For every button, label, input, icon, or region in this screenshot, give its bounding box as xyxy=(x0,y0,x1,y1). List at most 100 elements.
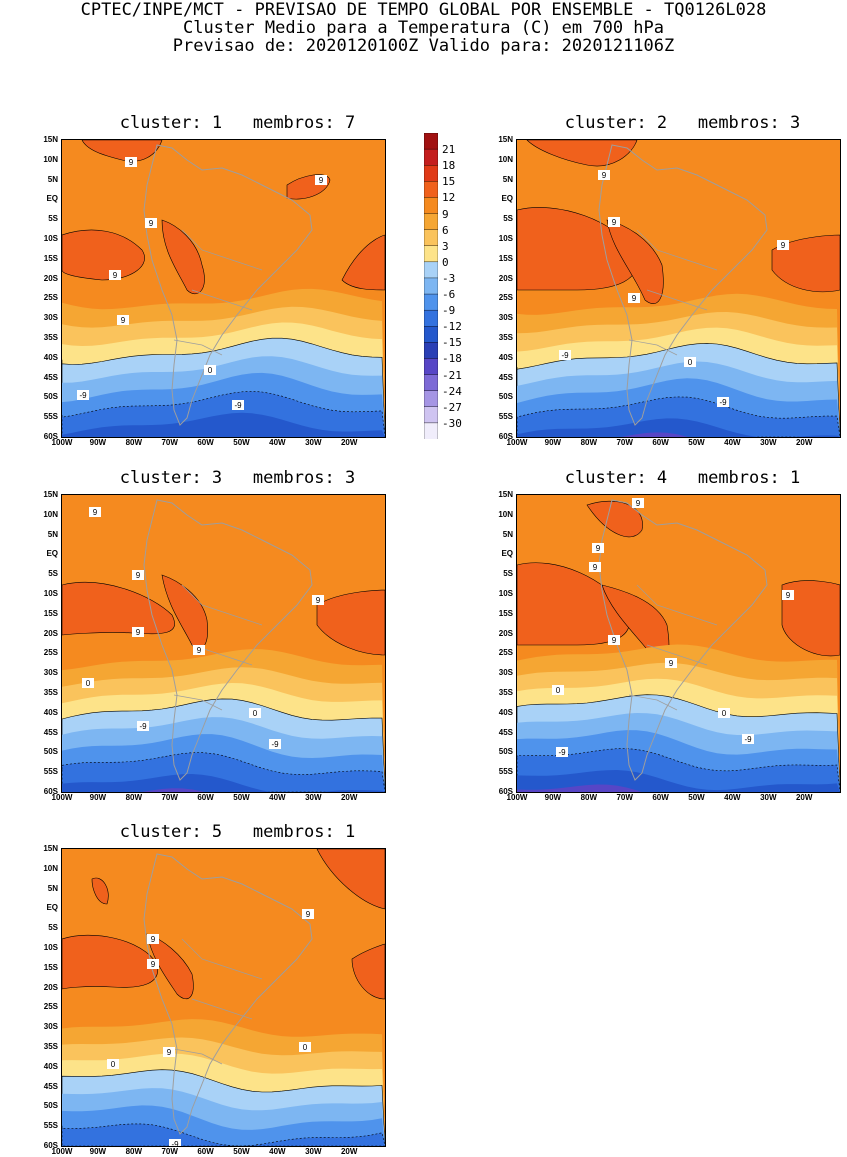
lat-label: 50S xyxy=(43,392,58,402)
contour-label: 9 xyxy=(129,158,134,167)
lon-label: 100W xyxy=(51,1147,73,1156)
colorbar-label: 9 xyxy=(442,207,449,221)
warm-region xyxy=(517,562,630,646)
contour-label-box xyxy=(559,350,571,360)
lat-label: 5S xyxy=(503,214,513,224)
lon-label: 50W xyxy=(688,793,705,802)
lat-label: 50S xyxy=(498,747,513,757)
lat-label: 5S xyxy=(503,569,513,579)
lat-label: 20S xyxy=(498,628,513,638)
lon-label: 30W xyxy=(305,1147,322,1156)
lat-label: 10S xyxy=(43,234,58,243)
lon-label: 30W xyxy=(760,438,777,447)
lat-label: EQ xyxy=(501,194,513,204)
header-line2: Cluster Medio para a Temperatura (C) em … xyxy=(182,18,665,38)
lon-label: 90W xyxy=(544,438,562,447)
lat-label: 55S xyxy=(498,412,513,422)
contour-label-box xyxy=(269,739,281,749)
contour-label: 9 xyxy=(93,508,98,517)
contour-label: 9 xyxy=(593,563,598,572)
lon-label: 20W xyxy=(795,793,813,802)
warm-region xyxy=(161,219,205,295)
contour-label-box xyxy=(592,543,604,553)
contour-label-box xyxy=(82,678,94,688)
warm-region xyxy=(781,580,840,657)
colorbar-swatch xyxy=(424,181,438,199)
cluster-1-map: 9 9 9 9 9 0 -9 -9 xyxy=(61,139,386,438)
cluster-2-map: 9 9 9 9 -9 0 -9 xyxy=(516,139,841,438)
colorbar-swatch xyxy=(424,229,438,247)
cluster-4-title: cluster: 4 membros: 1 xyxy=(564,468,801,488)
cluster-5-map: 9 9 9 9 0 0 -9 xyxy=(61,848,386,1147)
contour-label-box xyxy=(628,293,640,303)
lat-label: 25S xyxy=(43,1002,58,1012)
contour-label: 0 xyxy=(208,366,213,375)
colorbar-label: 12 xyxy=(442,191,456,205)
lon-label: 80W xyxy=(125,1147,143,1156)
lat-label: 5S xyxy=(48,923,58,933)
contour-label-box xyxy=(777,240,789,250)
warm-region xyxy=(526,140,638,167)
contour-label-box xyxy=(632,498,644,508)
contour-label: 9 xyxy=(136,628,141,637)
colorbar-swatch xyxy=(424,293,438,311)
colorbar-swatch xyxy=(424,358,438,376)
country-borders xyxy=(173,938,263,1065)
lat-label: 15S xyxy=(43,253,58,263)
contour-label: 9 xyxy=(632,294,637,303)
lat-label: 10N xyxy=(43,154,58,164)
lat-label: 60S xyxy=(498,787,513,796)
contour-label-box xyxy=(147,934,159,944)
lat-label: 20S xyxy=(43,982,58,992)
band-m12 xyxy=(62,1145,385,1146)
warm-region xyxy=(81,140,163,162)
lat-label: 55S xyxy=(498,767,513,777)
cluster-3-map: 9 9 9 9 9 0 0 -9 -9 xyxy=(61,494,386,793)
lat-label: EQ xyxy=(46,903,58,913)
warm-region xyxy=(316,849,385,910)
lat-label: 30S xyxy=(498,313,513,323)
contour-label: 9 xyxy=(612,218,617,227)
lon-label: 70W xyxy=(616,793,633,802)
contour-label-box xyxy=(169,1139,181,1146)
contour-label: 9 xyxy=(167,1048,172,1057)
lat-label: 45S xyxy=(43,1081,58,1091)
contour-label: 9 xyxy=(136,571,141,580)
lat-label: 10S xyxy=(498,589,513,598)
header-line3: Previsao de: 2020120100Z Valido para: 20… xyxy=(172,36,675,56)
colorbar-label: -3 xyxy=(442,271,456,285)
contour-label-box xyxy=(608,217,620,227)
lat-label: 15S xyxy=(498,253,513,263)
contour-label-box xyxy=(556,747,568,757)
contour-label-box xyxy=(589,562,601,572)
continent-outline xyxy=(598,499,768,781)
colorbar-label: -21 xyxy=(442,368,462,382)
contour-label-box xyxy=(608,635,620,645)
lat-label: 20S xyxy=(498,273,513,283)
lat-label: 45S xyxy=(43,372,58,382)
contour-label-box xyxy=(163,1047,175,1057)
lat-label: 50S xyxy=(498,392,513,402)
colorbar-swatch xyxy=(424,342,438,360)
contour-label-box xyxy=(249,708,261,718)
lon-label: 80W xyxy=(125,793,143,802)
lon-label: 30W xyxy=(305,438,322,447)
contour-label: 9 xyxy=(149,219,154,228)
contour-label-box xyxy=(665,658,677,668)
cluster-1-title: cluster: 1 membros: 7 xyxy=(119,113,356,133)
lat-label: 25S xyxy=(43,648,58,658)
contour-label: -9 xyxy=(79,391,87,400)
warm-region xyxy=(606,219,664,304)
lon-label: 80W xyxy=(580,438,598,447)
contour-label-box xyxy=(145,218,157,228)
lon-label: 50W xyxy=(688,438,705,447)
contour-label: 9 xyxy=(602,171,607,180)
continent-outline xyxy=(143,853,313,1135)
lat-label: 15N xyxy=(43,490,58,499)
lon-label: 40W xyxy=(269,1147,286,1156)
lat-label: EQ xyxy=(501,549,513,559)
contour-label: -9 xyxy=(561,351,569,360)
contour-label: 0 xyxy=(556,686,561,695)
lat-label: 10N xyxy=(43,509,58,519)
contour-label: 9 xyxy=(636,499,641,508)
